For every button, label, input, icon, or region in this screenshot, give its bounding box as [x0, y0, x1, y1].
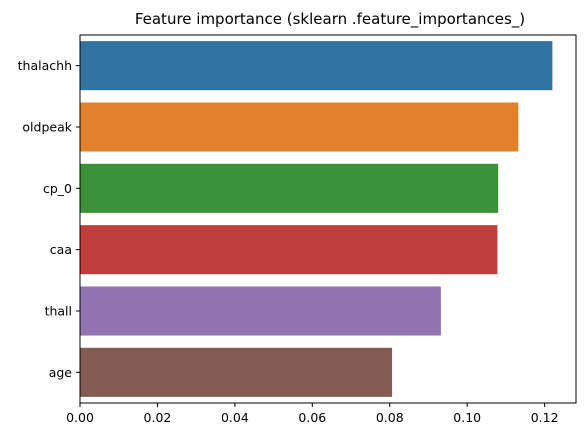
x-tick-label: 0.06 — [298, 410, 326, 425]
x-tick-label: 0.00 — [66, 410, 94, 425]
y-tick-label: thall — [45, 304, 72, 319]
bar-thalachh — [80, 41, 553, 91]
chart-title: Feature importance (sklearn .feature_imp… — [135, 10, 525, 29]
bar-thall — [80, 286, 441, 336]
bar-cp_0 — [80, 163, 499, 213]
y-tick-label: oldpeak — [22, 120, 72, 135]
y-tick-label: age — [49, 365, 73, 380]
x-tick-label: 0.04 — [221, 410, 249, 425]
bar-oldpeak — [80, 102, 519, 152]
y-tick-label: cp_0 — [43, 181, 72, 196]
x-tick-label: 0.02 — [144, 410, 172, 425]
bar-caa — [80, 225, 498, 275]
y-tick-label: thalachh — [18, 58, 72, 73]
x-tick-label: 0.12 — [531, 410, 559, 425]
plot-frame — [79, 34, 577, 404]
bars-group — [80, 41, 553, 397]
x-axis-ticks: 0.00 0.02 0.04 0.06 0.08 0.10 0.12 — [66, 403, 559, 425]
x-tick-label: 0.08 — [376, 410, 404, 425]
bar-age — [80, 347, 393, 397]
x-tick-label: 0.10 — [453, 410, 481, 425]
y-tick-label: caa — [50, 242, 72, 257]
